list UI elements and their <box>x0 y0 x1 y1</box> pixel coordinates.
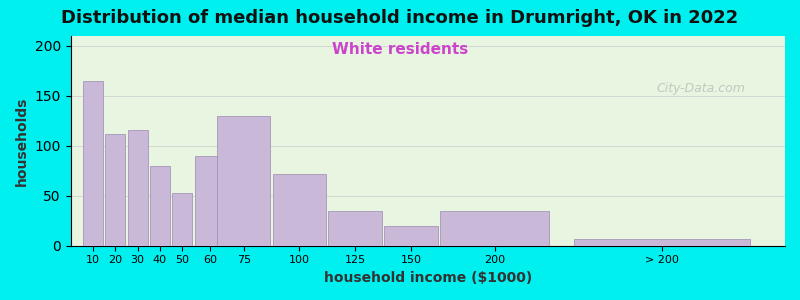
X-axis label: household income ($1000): household income ($1000) <box>324 271 532 285</box>
Bar <box>273 174 326 246</box>
Bar <box>172 193 192 246</box>
Bar <box>83 81 103 246</box>
Bar <box>574 239 750 246</box>
Text: City-Data.com: City-Data.com <box>657 82 746 95</box>
Bar <box>384 226 438 246</box>
Bar <box>150 166 170 246</box>
Bar <box>217 116 270 246</box>
Text: White residents: White residents <box>332 42 468 57</box>
Bar <box>329 211 382 246</box>
Bar <box>127 130 148 246</box>
Bar <box>106 134 126 246</box>
Bar <box>440 211 550 246</box>
Text: Distribution of median household income in Drumright, OK in 2022: Distribution of median household income … <box>62 9 738 27</box>
Y-axis label: households: households <box>15 96 29 185</box>
Bar <box>194 156 226 246</box>
